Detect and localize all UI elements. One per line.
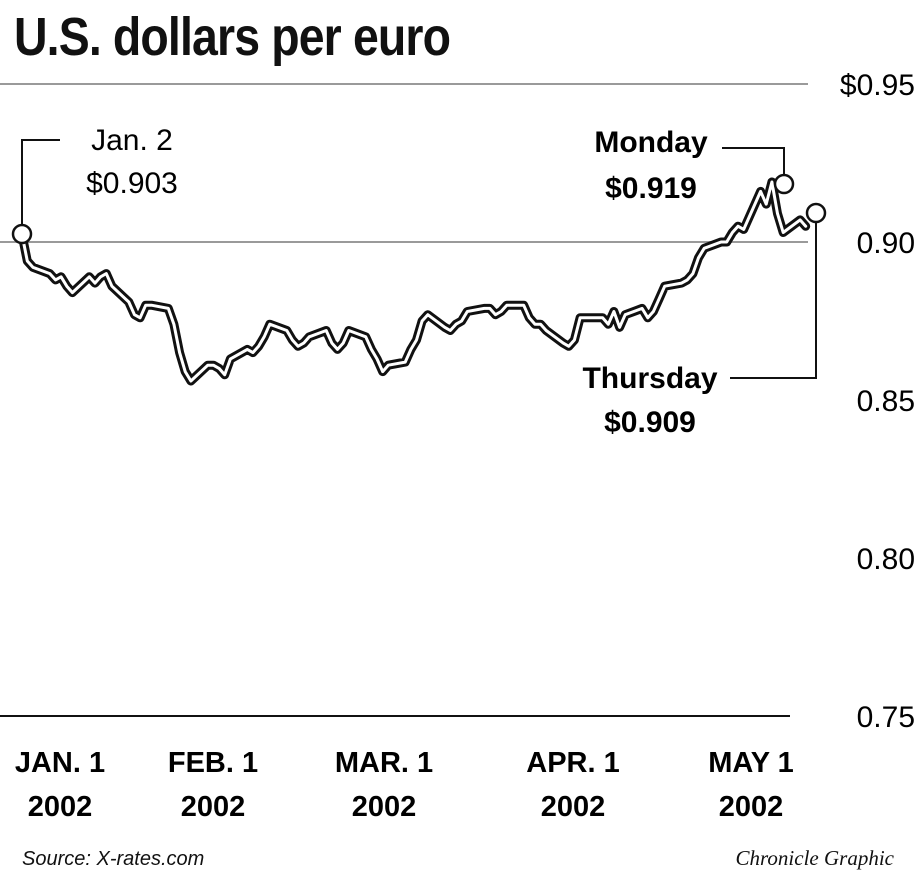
x-tick-year-label: 2002 — [541, 791, 606, 823]
y-tick-label: $0.95 — [840, 69, 915, 102]
x-tick-label: MAR. 1 — [335, 747, 433, 779]
callout-start-value: $0.903 — [86, 167, 178, 200]
x-tick-year-label: 2002 — [28, 791, 93, 823]
callout-thursday-label: Thursday — [582, 362, 717, 395]
marker-monday — [773, 173, 795, 195]
series-line-core — [20, 180, 808, 383]
callout-leader-monday — [722, 147, 785, 175]
marker-thursday — [805, 202, 827, 224]
y-axis-ticks: $0.95 0.90 0.85 0.80 0.75 — [840, 69, 915, 734]
callout-leader-thursday — [730, 222, 817, 379]
credit-note: Chronicle Graphic — [735, 846, 894, 870]
callout-start-label: Jan. 2 — [91, 124, 173, 157]
x-tick-year-label: 2002 — [352, 791, 417, 823]
y-tick-label: 0.90 — [857, 227, 915, 260]
series-line — [17, 177, 811, 386]
y-tick-label: 0.85 — [857, 385, 915, 418]
x-tick-year-label: 2002 — [181, 791, 246, 823]
gridlines — [0, 83, 808, 243]
marker-start — [11, 223, 33, 245]
x-tick-label: APR. 1 — [526, 747, 619, 779]
annotations: Jan. 2 $0.903 Monday $0.919 Thursday $0.909 — [11, 124, 827, 439]
callout-thursday-value: $0.909 — [604, 406, 696, 439]
y-tick-label: 0.80 — [857, 543, 915, 576]
x-tick-label: JAN. 1 — [15, 747, 105, 779]
series-line-outline — [17, 177, 811, 386]
callout-monday-label: Monday — [594, 126, 708, 159]
x-axis-ticks: JAN. 1 2002 FEB. 1 2002 MAR. 1 2002 APR. 1 2002… — [15, 747, 794, 823]
y-tick-label: 0.75 — [857, 701, 915, 734]
x-tick-label: MAY 1 — [708, 747, 793, 779]
chart-title: U.S. dollars per euro — [14, 7, 451, 67]
callout-leader-start — [21, 139, 60, 224]
x-tick-label: FEB. 1 — [168, 747, 258, 779]
source-note: Source: X-rates.com — [22, 848, 205, 870]
callout-monday-value: $0.919 — [605, 172, 697, 205]
x-tick-year-label: 2002 — [719, 791, 784, 823]
